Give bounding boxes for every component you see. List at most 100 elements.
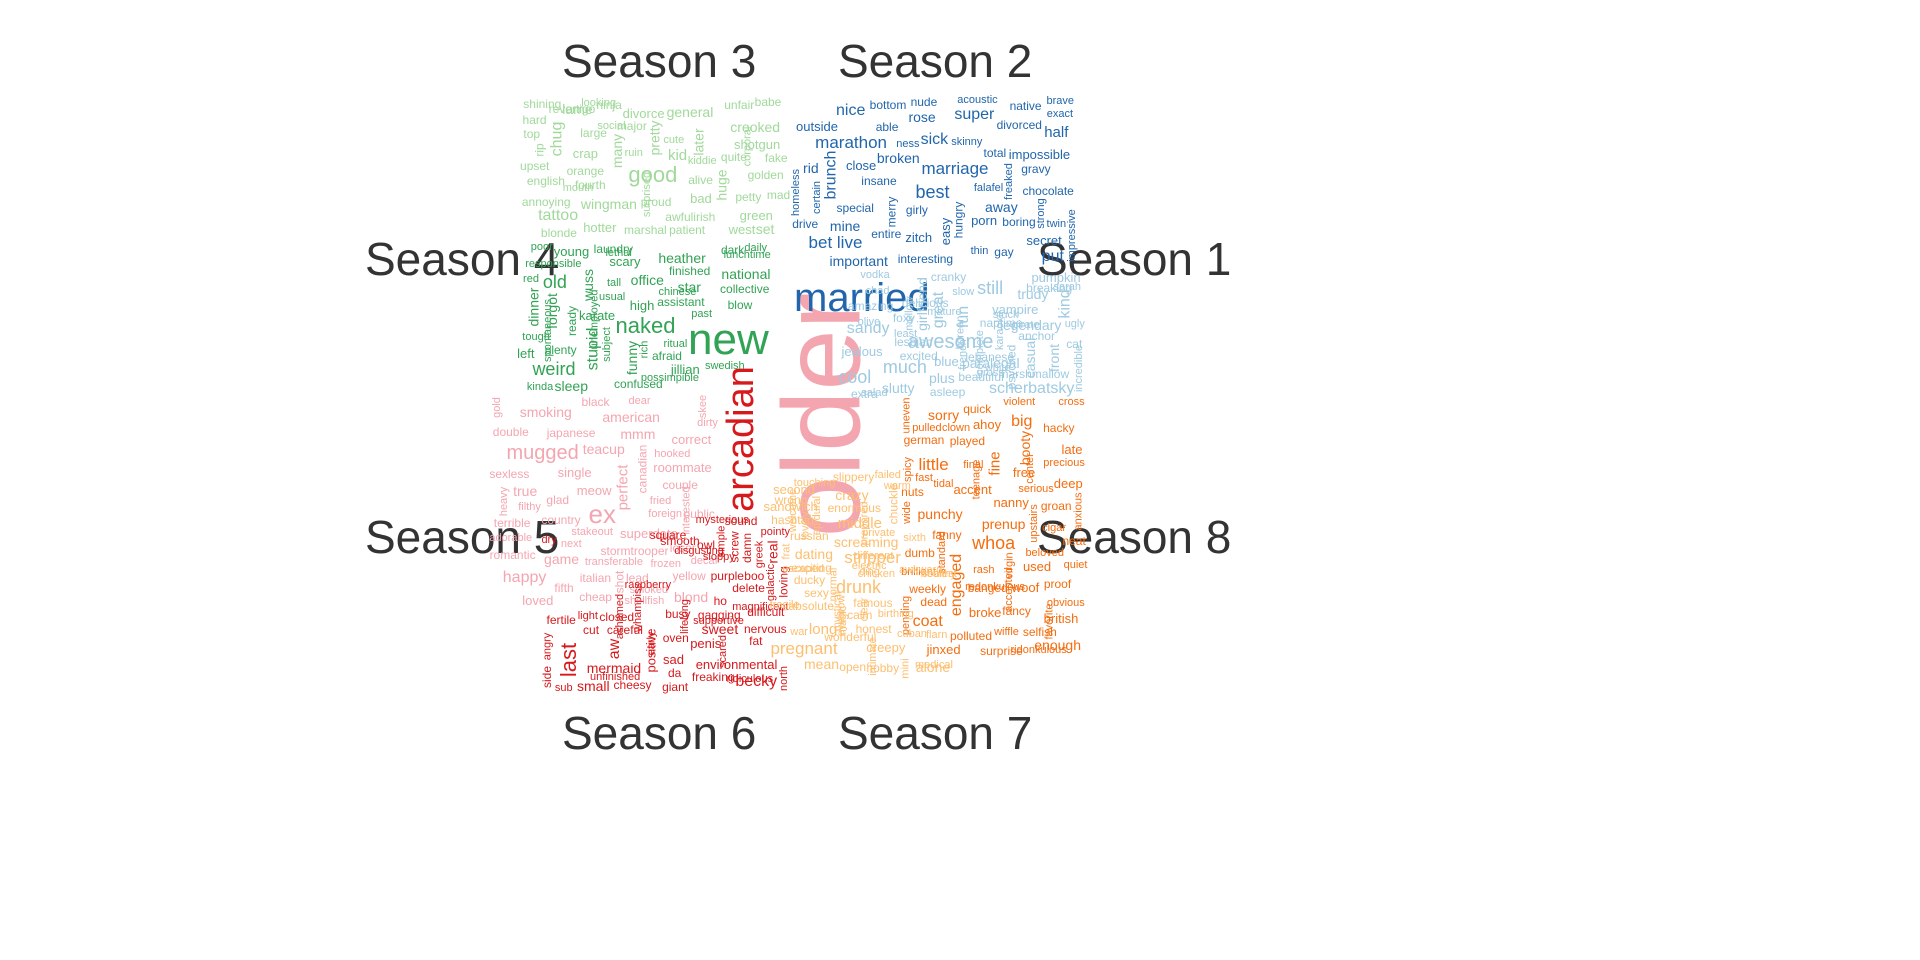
word-upset: upset — [520, 158, 550, 173]
word-terrible: terrible — [493, 515, 531, 530]
word-slutty: slutty — [881, 379, 915, 396]
word-least: least — [894, 328, 918, 341]
word-outside: outside — [796, 119, 838, 135]
word-private: private — [862, 526, 896, 539]
word-romantic: romantic — [489, 547, 536, 562]
word-many: many — [609, 133, 626, 168]
word-amazing: amazing — [847, 299, 894, 314]
word-german: german — [903, 433, 945, 448]
word-yellow: yellow — [672, 568, 706, 583]
word-unfinished: unfinished — [590, 671, 641, 684]
word-secret: secret — [1026, 233, 1062, 249]
word-played: played — [949, 434, 986, 449]
word-north: north — [777, 665, 790, 691]
word-chug: chug — [548, 121, 566, 157]
word-loved: loved — [522, 593, 554, 609]
word-coat: coat — [912, 612, 943, 630]
word-true: true — [513, 483, 538, 500]
word-simple: simple — [715, 525, 728, 558]
word-single: single — [557, 464, 592, 480]
word-hooked: hooked — [654, 448, 691, 461]
word-meow: meow — [576, 482, 612, 498]
word-awfulirish: awfulirish — [665, 209, 716, 224]
word-mysterious: mysterious — [695, 513, 749, 526]
word-skinny: skinny — [951, 135, 983, 148]
word-hacky: hacky — [1043, 420, 1075, 435]
word-ashamed: ashamed — [614, 593, 627, 640]
word-broken: broken — [876, 150, 920, 167]
word-strong: strong — [1034, 197, 1047, 229]
word-lead: lead — [626, 570, 649, 585]
word-proof: proof — [1043, 576, 1072, 591]
word-gagging: gagging — [697, 608, 741, 623]
word-flarn: flarn — [926, 629, 948, 642]
word-weekly: weekly — [909, 581, 946, 596]
word-ness: ness — [896, 138, 920, 151]
word-fried: fried — [649, 494, 672, 507]
word-west: west — [728, 221, 756, 237]
word-patient: patient — [669, 222, 706, 237]
word-unemployed: unemployed — [588, 289, 601, 350]
word-interesting: interesting — [897, 251, 954, 266]
word-magic: magic — [837, 605, 850, 635]
word-stormtrooper: stormtrooper — [600, 543, 669, 558]
word-double: double — [492, 425, 529, 440]
word-heather: heather — [658, 249, 706, 266]
word-spicy: spicy — [902, 456, 915, 482]
word-sub: sub — [554, 681, 573, 694]
word-arcadian: arcadian — [719, 366, 762, 512]
word-jinxed: jinxed — [926, 642, 961, 658]
word-little: little — [918, 454, 949, 474]
word-salad: salad — [861, 387, 888, 400]
season-3-label: Season 3 — [562, 35, 757, 87]
word-foxy: foxy — [892, 311, 915, 326]
word-roommate: roommate — [653, 459, 712, 475]
word-ninja: ninja — [596, 98, 622, 113]
word-cheap: cheap — [579, 590, 612, 605]
word-next: next — [560, 537, 582, 550]
word-high: high — [629, 297, 655, 313]
word-careful: careful — [606, 622, 643, 637]
word-supportive: supportive — [693, 615, 744, 628]
word-office: office — [630, 272, 664, 289]
word-lame: lame — [562, 100, 593, 117]
word-white: white — [984, 361, 1011, 374]
word-super: super — [954, 106, 995, 124]
word-finished: finished — [668, 264, 711, 279]
word-shining: shining — [523, 97, 562, 112]
word-certain: certain — [810, 180, 823, 214]
word-stripper: stripper — [844, 548, 901, 568]
word-surprise: surprise — [980, 644, 1023, 659]
word-smoking: smoking — [519, 404, 572, 421]
word-smooth: smooth — [660, 534, 700, 549]
word-wrong: wrong — [774, 493, 808, 508]
word-english: english — [526, 173, 565, 188]
word-vampire: vampire — [992, 301, 1039, 317]
word-cigar: cigar — [1042, 522, 1067, 535]
word-kinda: kinda — [526, 380, 554, 393]
word-pregnant: pregnant — [770, 638, 838, 658]
word-last: last — [556, 642, 582, 677]
word-afraid: afraid — [651, 349, 682, 364]
word-birthing: birthing — [877, 608, 914, 621]
word-enormous: enormous — [827, 500, 881, 515]
word-mine: mine — [829, 218, 861, 235]
word-environmental: environmental — [695, 656, 778, 672]
word-dinner: dinner — [525, 287, 542, 327]
word-hungry: hungry — [950, 201, 965, 239]
word-surprised: surprised — [641, 172, 654, 218]
word-entire: entire — [871, 227, 902, 242]
word-favorite: favorite — [1043, 603, 1056, 640]
word-absolute: absolute — [788, 599, 834, 614]
word-fragile: fragile — [769, 599, 800, 612]
word-petty: petty — [735, 190, 762, 204]
word-cross: cross — [1058, 395, 1085, 408]
word-escaped: escaped — [782, 563, 824, 576]
word-long: long — [808, 621, 838, 639]
word-damn: damn — [739, 532, 754, 563]
word-weird: weird — [532, 359, 576, 380]
word-foreign: foreign — [648, 508, 682, 521]
word-chocolate: chocolate — [1022, 184, 1074, 199]
word-accepted: accepted — [1002, 567, 1015, 613]
word-healthy: healthy — [920, 568, 957, 581]
